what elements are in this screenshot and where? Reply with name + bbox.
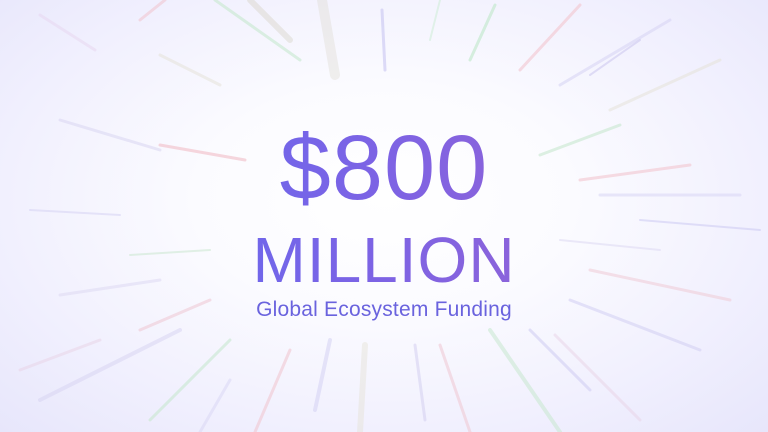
ray [538,123,622,157]
ray [58,278,162,297]
ray [568,298,702,352]
ray [553,333,642,422]
ray [558,18,672,87]
ray [18,338,102,372]
funding-unit: MILLION [0,228,768,292]
ray [38,13,97,52]
ray [138,298,212,332]
ray [38,328,182,402]
ray [608,58,722,112]
ray [528,328,592,392]
ray [639,219,761,231]
ray [198,378,232,432]
ray [58,118,162,152]
ray [438,343,472,432]
ray [247,0,293,43]
ray [317,0,340,80]
ray [429,0,441,41]
ray [588,268,732,302]
ray [313,338,332,412]
ray [357,342,368,432]
ray [488,328,562,432]
ray [589,39,641,76]
ray [253,348,292,432]
funding-caption: Global Ecosystem Funding [256,298,512,321]
ray [518,3,582,72]
ray [413,343,427,422]
ray [158,53,222,87]
ray [559,239,661,251]
ray [380,8,387,72]
ray [158,143,247,162]
ray [138,0,167,22]
ray [213,0,302,62]
ray [468,3,497,62]
ray [578,163,692,182]
ray [29,209,121,216]
ray [129,249,211,256]
ray [148,338,232,422]
funding-amount: $800 [0,122,768,214]
